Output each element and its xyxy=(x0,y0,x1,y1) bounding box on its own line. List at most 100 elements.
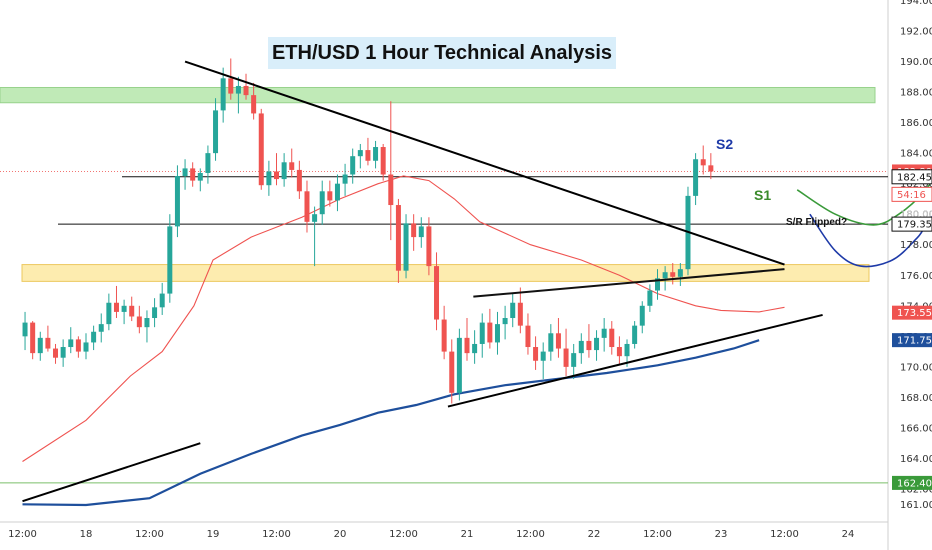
price-axis[interactable]: 161.00162.00164.00166.00168.00170.00172.… xyxy=(900,0,932,511)
candle xyxy=(571,343,577,380)
candle xyxy=(243,73,249,100)
candle-body xyxy=(296,169,302,192)
candle-body xyxy=(700,159,706,166)
chart-title-box: ETH/USD 1 Hour Technical Analysis xyxy=(268,37,616,69)
candle-body xyxy=(144,318,150,328)
candle xyxy=(594,330,600,361)
candle-body xyxy=(190,168,196,181)
candle xyxy=(655,269,660,300)
candle xyxy=(708,153,714,180)
price-tick-label: 164.00 xyxy=(900,454,932,465)
candle-body xyxy=(510,302,516,319)
price-tick-label: 170.00 xyxy=(900,362,932,373)
candle-body xyxy=(677,269,683,277)
candle-body xyxy=(258,113,264,186)
ema-slow-line xyxy=(22,339,760,507)
candle-body xyxy=(152,307,158,319)
candle xyxy=(197,168,203,192)
candle xyxy=(373,140,379,169)
candle xyxy=(586,324,592,358)
candle xyxy=(609,321,615,355)
candle xyxy=(525,313,531,355)
candle xyxy=(350,148,356,184)
candle-body xyxy=(289,162,295,170)
candle-body xyxy=(472,343,478,354)
candle xyxy=(494,311,500,355)
price-badge-bg xyxy=(892,333,932,348)
candle-body xyxy=(98,324,104,332)
candle-body xyxy=(517,302,523,326)
candle-body xyxy=(708,165,714,172)
candle xyxy=(167,214,173,303)
candle-body xyxy=(639,305,645,326)
price-badge: 180.00 xyxy=(900,210,932,221)
candle xyxy=(426,217,432,276)
candle-body xyxy=(243,85,249,96)
price-tick-label: 190.00 xyxy=(900,57,932,68)
candle-body xyxy=(525,325,531,348)
time-axis[interactable]: 12:00 18 12:00 19 12:00 20 12:00 21 12:00 22 12:00… xyxy=(8,529,854,540)
candle-body xyxy=(563,348,569,367)
s1-path xyxy=(809,213,932,268)
candle xyxy=(456,328,462,401)
candle-body xyxy=(456,337,462,393)
candle xyxy=(616,336,622,364)
price-badge-bg xyxy=(892,305,932,320)
time-tick-label: 19 xyxy=(207,529,220,540)
price-badge-text: 180.00 xyxy=(900,210,932,221)
price-tick-label: 180.00 xyxy=(900,210,932,221)
candle-body xyxy=(182,168,188,177)
price-tick-label: 178.00 xyxy=(900,240,932,251)
candle xyxy=(159,282,165,315)
price-badge: 179.35 xyxy=(891,216,932,232)
candle xyxy=(380,143,386,181)
candle xyxy=(289,148,295,178)
chart-grid xyxy=(0,0,889,550)
candle xyxy=(91,325,97,351)
candle xyxy=(555,318,561,358)
candle xyxy=(342,163,348,196)
price-badge: 171.75 xyxy=(892,333,932,348)
candle-body xyxy=(174,176,180,227)
candle xyxy=(121,299,127,325)
candle-body xyxy=(45,337,51,349)
price-tick-label: 166.00 xyxy=(900,423,932,434)
candle xyxy=(129,296,135,322)
s2-path xyxy=(796,180,932,226)
candle-body xyxy=(487,322,493,343)
price-badge-bg xyxy=(891,169,932,185)
candle xyxy=(98,313,104,343)
candle xyxy=(487,308,493,349)
candle-body xyxy=(68,339,74,348)
candle xyxy=(632,321,638,349)
candle-body xyxy=(228,78,234,94)
price-badge-bg xyxy=(891,216,932,232)
time-tick-label: 12:00 xyxy=(262,529,291,540)
trendline-rising-resistance xyxy=(473,268,785,298)
candle xyxy=(220,67,226,123)
time-tick-label: 12:00 xyxy=(516,529,545,540)
candle-body xyxy=(319,191,325,215)
candle-body xyxy=(395,205,401,271)
candle-body xyxy=(555,333,561,349)
candle-body xyxy=(281,162,287,180)
candle-body xyxy=(502,318,508,325)
candle-body xyxy=(136,316,142,328)
projected-paths xyxy=(796,180,932,268)
price-tick-label: 168.00 xyxy=(900,393,932,404)
candle-body xyxy=(334,183,340,201)
candle xyxy=(472,330,478,364)
time-tick-label: 22 xyxy=(588,529,601,540)
candle-body xyxy=(586,340,592,351)
time-tick-label: 12:00 xyxy=(770,529,799,540)
candle-body xyxy=(75,339,81,352)
candle-body xyxy=(327,191,333,201)
candle xyxy=(327,180,333,207)
chart-title: ETH/USD 1 Hour Technical Analysis xyxy=(271,41,613,64)
price-tick-label: 162.00 xyxy=(900,485,932,496)
candle-body xyxy=(113,302,119,312)
candle xyxy=(601,318,607,352)
candle xyxy=(205,145,211,184)
candle xyxy=(60,339,66,367)
